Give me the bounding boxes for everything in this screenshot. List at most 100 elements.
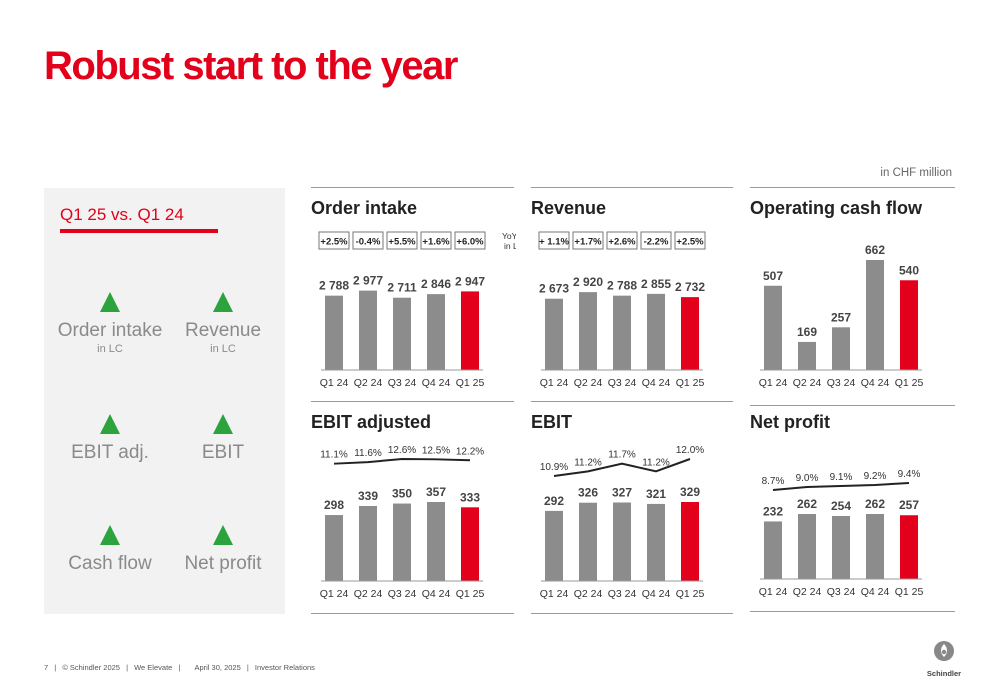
page-number: 7 <box>44 663 49 672</box>
margin-label: 9.1% <box>830 472 853 483</box>
tick-label: Q1 24 <box>759 377 788 389</box>
bar <box>393 503 411 581</box>
bar <box>613 502 631 581</box>
margin-label: 10.9% <box>540 462 568 473</box>
chart-svg: EBIT adjusted 298 Q1 24 339 Q2 24 350 Q3 24 357… <box>311 412 485 600</box>
divider <box>531 401 733 402</box>
up-arrow-icon <box>100 525 120 545</box>
data-label: 339 <box>358 489 378 503</box>
divider <box>750 405 955 406</box>
tick-label: Q2 24 <box>354 377 383 389</box>
net-profit-chart: Net profit 232 Q1 24 262 Q2 24 254 Q3 24 262 Q4 … <box>750 404 955 614</box>
data-label: 2 947 <box>455 274 485 288</box>
tick-label: Q2 24 <box>793 377 822 389</box>
margin-label: 12.0% <box>676 445 704 456</box>
yoy-box <box>538 231 570 250</box>
tick-label: Q1 25 <box>456 588 485 600</box>
kpi-cash-flow: Cash flow <box>55 525 165 574</box>
tick-label: Q1 25 <box>676 588 705 600</box>
tick-label: Q1 24 <box>759 586 788 598</box>
chart-svg: Order intake 2 788 Q1 24 2 977 Q2 24 2 711 Q3 … <box>311 198 516 389</box>
chart-title: Operating cash flow <box>750 198 923 218</box>
data-label: 2 855 <box>641 277 671 291</box>
kpi-label: EBIT adj. <box>71 442 149 463</box>
tick-label: Q3 24 <box>388 588 417 600</box>
tick-label: Q4 24 <box>642 588 671 600</box>
up-arrow-icon <box>100 292 120 312</box>
yoy-box <box>640 231 672 250</box>
tick-label: Q3 24 <box>608 588 637 600</box>
yoy-box <box>454 231 486 250</box>
divider <box>750 187 955 188</box>
kpi-summary-panel: Q1 25 vs. Q1 24 Order intake in LC Reven… <box>44 188 285 614</box>
bar <box>579 502 597 581</box>
copyright: © Schindler 2025 <box>62 663 120 672</box>
yoy-label: +2.5% <box>676 237 704 248</box>
up-arrow-icon <box>213 414 233 434</box>
ebit-chart: EBIT 292 Q1 24 326 Q2 24 327 Q3 24 321 Q4 24 329 Q… <box>531 404 736 614</box>
bar <box>461 507 479 581</box>
bar <box>359 290 377 370</box>
kpi-label: Cash flow <box>68 553 152 574</box>
kpi-net-profit: Net profit <box>168 525 278 574</box>
footer: 7 | © Schindler 2025 | We Elevate | Apri… <box>44 663 315 672</box>
margin-line <box>333 457 471 465</box>
margin-line <box>553 458 691 477</box>
data-label: 2 920 <box>573 275 603 289</box>
data-label: 2 711 <box>387 281 417 295</box>
yoy-label: +5.5% <box>388 237 416 248</box>
tick-label: Q3 24 <box>608 377 637 389</box>
data-label: 298 <box>324 498 344 512</box>
chart-title: Revenue <box>531 198 606 218</box>
tick-label: Q1 24 <box>540 588 569 600</box>
bar <box>325 295 343 370</box>
tick-label: Q1 24 <box>320 588 349 600</box>
margin-line <box>772 482 910 491</box>
bar <box>866 260 884 370</box>
tick-label: Q2 24 <box>574 588 603 600</box>
kpi-label: Revenue <box>184 320 262 341</box>
data-label: 169 <box>797 325 817 339</box>
chart-title: Net profit <box>750 412 830 432</box>
yoy-box <box>352 231 384 250</box>
bar <box>900 515 918 579</box>
yoy-caption: YoY growth <box>502 231 516 241</box>
data-label: 257 <box>899 498 919 512</box>
kpi-order-intake: Order intake in LC <box>55 292 165 355</box>
bar <box>832 515 850 579</box>
date: April 30, 2025 <box>194 663 241 672</box>
data-label: 2 846 <box>421 277 451 291</box>
tagline: We Elevate <box>134 663 173 672</box>
bar <box>647 293 665 370</box>
tick-label: Q4 24 <box>642 377 671 389</box>
tick-label: Q4 24 <box>422 588 451 600</box>
kpi-sublabel: in LC <box>97 343 123 355</box>
bar <box>764 521 782 579</box>
divider <box>311 401 514 402</box>
bar <box>798 341 816 370</box>
yoy-label: +2.5% <box>320 237 348 248</box>
data-label: 262 <box>797 497 817 511</box>
yoy-box <box>420 231 452 250</box>
data-label: 2 732 <box>675 280 705 294</box>
data-label: 254 <box>831 499 851 513</box>
bar <box>832 327 850 370</box>
kpi-ebit: EBIT <box>168 414 278 463</box>
chart-title: EBIT adjusted <box>311 412 431 432</box>
margin-label: 9.2% <box>864 471 887 482</box>
bar <box>545 510 563 581</box>
tick-label: Q3 24 <box>827 586 856 598</box>
bar <box>681 502 699 581</box>
margin-label: 11.1% <box>320 450 348 461</box>
bar <box>427 502 445 581</box>
margin-label: 11.2% <box>642 457 670 468</box>
data-label: 232 <box>763 504 783 518</box>
tick-label: Q2 24 <box>574 377 603 389</box>
bar <box>393 297 411 370</box>
up-arrow-icon <box>213 525 233 545</box>
tick-label: Q2 24 <box>793 586 822 598</box>
chart-title: Order intake <box>311 198 417 218</box>
yoy-box <box>674 231 706 250</box>
kpi-ebit-adjusted: EBIT adj. <box>55 414 165 463</box>
divider <box>531 613 733 614</box>
